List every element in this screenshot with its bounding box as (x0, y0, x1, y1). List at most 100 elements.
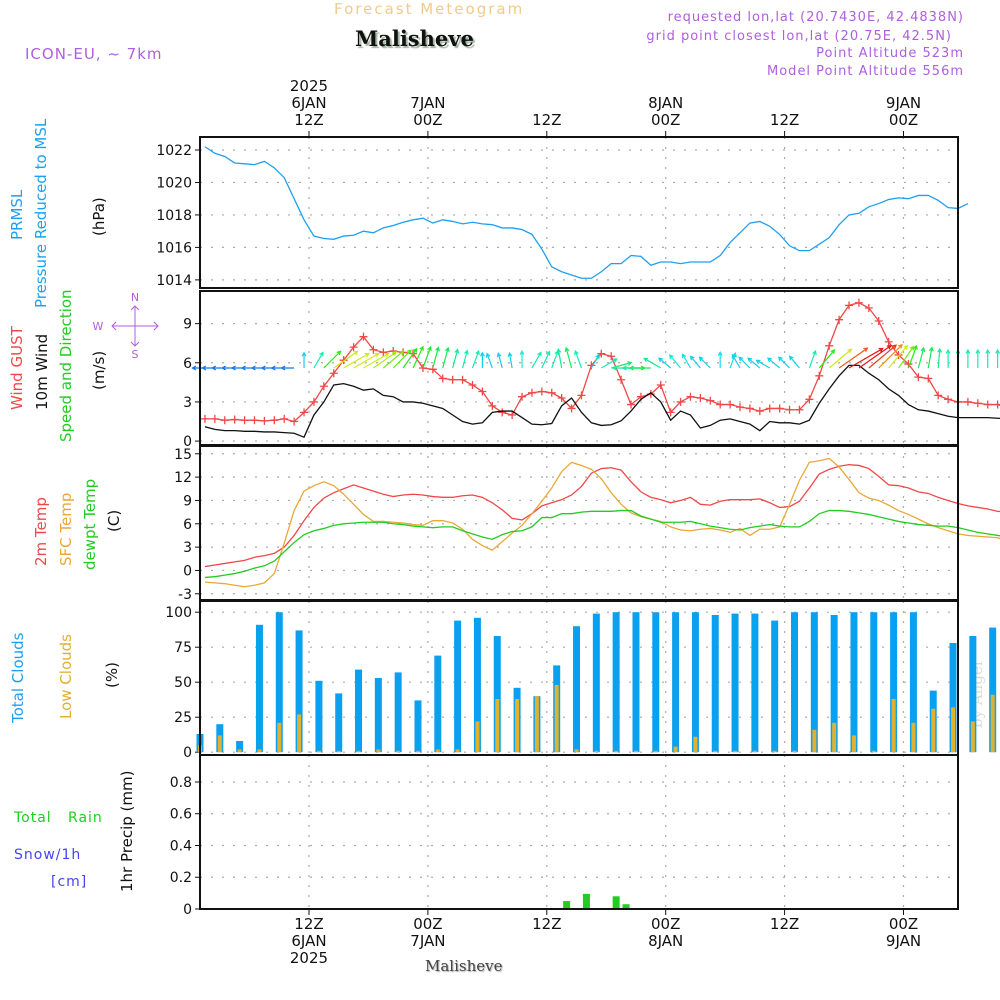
wind-arrow (301, 351, 307, 368)
total-cloud-bar (493, 636, 501, 753)
total-cloud-bar (870, 612, 878, 753)
model-label: ICON-EU, ~ 7km (25, 45, 163, 63)
gust-marker (884, 337, 893, 346)
y-tick-label: 3 (183, 540, 192, 556)
total-cloud-bar (315, 680, 323, 753)
total-cloud-bar (711, 615, 719, 753)
gust-marker (448, 375, 457, 384)
compass-w: W (93, 320, 104, 333)
time-tick-label: 12Z (294, 111, 323, 129)
compass-s: S (132, 348, 139, 361)
wind-arrow (858, 344, 892, 369)
low-cloud-bar (277, 722, 282, 753)
wind-arrow (452, 348, 460, 369)
y-tick-label: 0 (183, 563, 192, 579)
panel-frame (199, 290, 959, 446)
low-cloud-bar (673, 746, 678, 753)
y-tick-label: 0 (183, 902, 192, 918)
wind-arrow (668, 354, 682, 369)
series-line-prmsl (204, 146, 969, 279)
wind-arrow (848, 347, 884, 369)
compass-rose: N S W E (93, 291, 159, 361)
wind-arrow (945, 348, 951, 368)
wind-arrow (738, 356, 751, 369)
wind-arrow (658, 357, 672, 369)
wind-arrow (717, 350, 723, 368)
gust-marker (706, 396, 715, 405)
y-tick-label: 75 (174, 640, 192, 656)
time-tick-label: 7JAN (410, 932, 445, 950)
rain-bar (622, 904, 630, 909)
time-tick-label: 00Z (651, 111, 680, 129)
wind-arrow (280, 365, 295, 371)
wind-arrow (333, 350, 359, 369)
y-tick-label: 0.2 (170, 870, 192, 886)
time-tick-label: 12Z (770, 915, 799, 933)
gust-marker (785, 405, 794, 414)
compass-arrows (111, 305, 159, 347)
gust-marker (666, 408, 675, 417)
low-cloud-bar (752, 750, 757, 753)
time-tick-label: 8JAN (648, 932, 683, 950)
wind-arrow (574, 349, 583, 369)
wind-arrow (828, 348, 853, 369)
low-cloud-bar (951, 707, 956, 753)
low-cloud-bar (812, 729, 817, 753)
time-tick-label: 00Z (651, 915, 680, 933)
wind-arrow (590, 353, 600, 369)
wind-arrow (838, 347, 869, 369)
low-cloud-bar (891, 699, 896, 753)
station-footer: Malisheve (425, 957, 503, 975)
low-cloud-bar (336, 750, 341, 753)
low-cloud-bar (851, 735, 856, 753)
y-tick-label: 6 (183, 356, 192, 372)
panel-4: 0 0.2 0.4 0.6 0.8 (170, 754, 959, 918)
gust-marker (726, 400, 735, 409)
wind-arrow (755, 359, 771, 369)
gust-marker (339, 356, 348, 365)
low-cloud-bar (772, 750, 777, 753)
total-cloud-bar (989, 627, 997, 753)
gust-marker (597, 349, 606, 358)
wind-arrow (507, 351, 513, 369)
y-tick-label: 6 (183, 517, 192, 533)
total-cloud-bar (295, 630, 303, 753)
low-cloud-bar (633, 750, 638, 753)
gust-marker (547, 388, 556, 397)
low-cloud-bar (693, 736, 698, 753)
gust-marker (220, 416, 229, 425)
total-cloud-bar (850, 612, 858, 753)
y-tick-label: 1022 (156, 143, 192, 159)
wind-arrow (479, 351, 485, 368)
y-tick-label: 1014 (156, 273, 192, 289)
wind-arrow (628, 365, 651, 371)
wind-arrow (531, 351, 542, 369)
gust-marker (894, 350, 903, 359)
panel-frame (199, 445, 959, 601)
time-tick-label: 8JAN (648, 94, 683, 112)
gust-marker (944, 395, 953, 404)
rain-label: Total Rain (14, 810, 103, 826)
gust-marker (845, 301, 854, 310)
wind-arrow (461, 349, 469, 369)
low-cloud-bar (356, 750, 361, 753)
gust-marker (825, 341, 834, 350)
total-cloud-bar (969, 636, 977, 753)
wind-arrow (432, 346, 440, 369)
panel-2: -3 0 3 6 9 12 15 (174, 445, 1000, 603)
wind-arrow (995, 348, 1000, 368)
compass-n: N (131, 291, 139, 304)
wind-arrow (927, 346, 934, 369)
wind-arrow (402, 347, 418, 369)
gust-marker (379, 348, 388, 357)
requested-point: requested lon,lat (20.7430E, 42.4838N) (667, 10, 964, 25)
y-tick-label: 0.4 (170, 838, 192, 854)
wind-arrow (907, 344, 918, 369)
gust-marker (745, 404, 754, 413)
gust-marker (736, 403, 745, 412)
low-cloud-bar (435, 749, 440, 753)
gust-marker (864, 303, 873, 312)
wind-arrow (643, 357, 662, 369)
grid-point: grid point closest lon,lat (20.75E, 42.5… (646, 29, 952, 44)
y-tick-label: 15 (174, 447, 192, 463)
